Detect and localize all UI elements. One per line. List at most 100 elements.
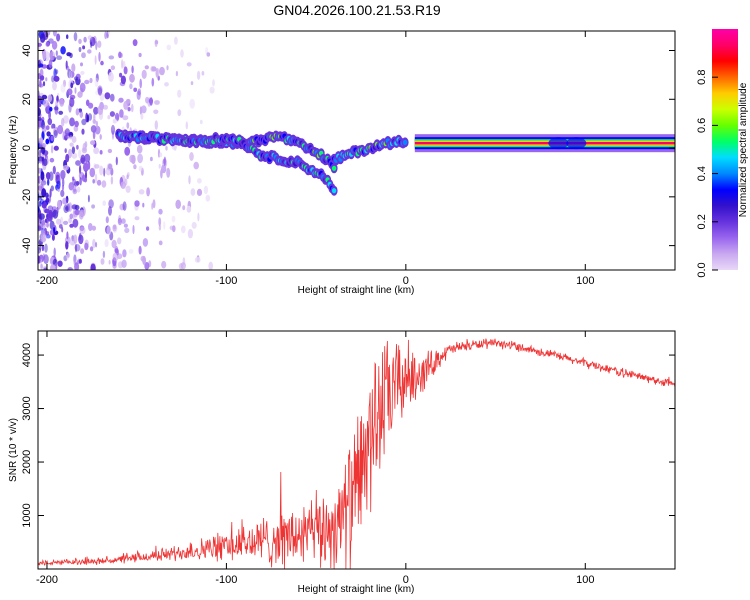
spectrogram-noise-speckle bbox=[180, 49, 184, 58]
spectrogram-noise-speckle bbox=[133, 87, 138, 93]
spectrogram-noise-speckle bbox=[82, 45, 86, 50]
spectrogram-noise-speckle bbox=[53, 75, 60, 82]
snr-y-tick-label: 1000 bbox=[21, 503, 33, 527]
spectrogram-noise-speckle bbox=[78, 211, 84, 220]
spectrogram-noise-speckle bbox=[191, 221, 197, 229]
spectrogram-noise-speckle bbox=[42, 50, 47, 61]
spectrogram-noise-speckle bbox=[75, 108, 80, 116]
spectrogram-noise-speckle bbox=[44, 192, 49, 198]
spectrogram-noise-speckle bbox=[127, 107, 131, 112]
spectrogram-noise-speckle bbox=[158, 224, 162, 231]
spectrogram-noise-speckle bbox=[62, 197, 68, 205]
spectrogram-y-tick-label: 20 bbox=[21, 93, 33, 105]
spectrogram-y-tick-label: 0 bbox=[21, 145, 33, 151]
spectrogram-noise-speckle bbox=[58, 224, 63, 229]
spectrogram-noise-speckle bbox=[119, 109, 124, 118]
spectrogram-noise-speckle bbox=[41, 244, 45, 252]
spectrogram-noise-speckle bbox=[107, 115, 111, 120]
spectrogram-noise-speckle bbox=[185, 121, 188, 130]
spectrogram-noise-speckle bbox=[72, 188, 78, 195]
spectrogram-noise-speckle bbox=[42, 81, 46, 87]
spectrogram-noise-speckle bbox=[71, 146, 76, 154]
snr-x-axis: -200 -100 0 100 bbox=[36, 331, 594, 586]
spectrogram-noise-speckle bbox=[115, 156, 118, 166]
spectrogram-noise-speckle bbox=[57, 260, 63, 267]
spectrogram-noise-speckle bbox=[66, 252, 70, 258]
spectrogram-noise-speckle bbox=[78, 46, 82, 53]
spectrogram-noise-speckle bbox=[38, 175, 41, 184]
spectrogram-noise-speckle bbox=[69, 237, 72, 245]
spectrogram-noise-speckle bbox=[139, 106, 143, 116]
spectrogram-noise-speckle bbox=[142, 202, 145, 208]
spectrogram-noise-speckle bbox=[201, 71, 205, 76]
spectrogram-noise-speckle bbox=[141, 69, 147, 79]
colorbar: 0.0 0.2 0.4 0.6 0.8 Normalized spectral ampl… bbox=[696, 29, 749, 278]
snr-y-tick-label: 3000 bbox=[21, 396, 33, 420]
spectrogram-noise-speckle bbox=[50, 185, 54, 192]
spectrogram-noise-speckle bbox=[108, 260, 111, 265]
spectrogram-noise-speckle bbox=[186, 205, 192, 213]
spectrogram-noise-speckle bbox=[177, 89, 182, 98]
spectrogram-noise-speckle bbox=[123, 66, 128, 75]
spectrogram-noise-speckle bbox=[193, 161, 199, 170]
spectrogram-noise-speckle bbox=[55, 262, 58, 270]
spectrogram-noise-speckle bbox=[38, 59, 41, 69]
spectrogram-noise-speckle bbox=[187, 228, 193, 239]
snr-y-tick-label: 2000 bbox=[21, 450, 33, 474]
spectrogram-noise-speckle bbox=[114, 112, 120, 121]
spectrogram-noise-speckle bbox=[53, 226, 56, 233]
spectrogram-noise-speckle bbox=[40, 33, 46, 43]
snr-y-label: SNR (10 * v/v) bbox=[8, 418, 19, 482]
colorbar-tick-label: 0.8 bbox=[696, 70, 708, 85]
spectrogram-noise-speckle bbox=[152, 199, 156, 209]
spectrogram-noise-speckle bbox=[89, 77, 93, 84]
spectrogram-noise-speckle bbox=[105, 216, 109, 224]
spectrogram-noise-speckle bbox=[153, 109, 159, 115]
spectrogram-noise-speckle bbox=[38, 200, 42, 207]
spectrogram-noise-speckle bbox=[154, 39, 158, 47]
spectrogram-noise-speckle bbox=[104, 92, 111, 100]
spectrogram-noise-speckle bbox=[75, 160, 81, 166]
spectrogram-noise-speckle bbox=[163, 158, 166, 165]
spectrogram-noise-speckle bbox=[74, 76, 79, 81]
spectrogram-noise-speckle bbox=[94, 173, 98, 184]
spectrogram-noise-speckle bbox=[45, 41, 50, 47]
spectrogram-noise-speckle bbox=[107, 31, 110, 35]
snr-panel: -200 -100 0 100 1000 2000 3000 4000 Height of … bbox=[8, 330, 676, 595]
spectrogram-noise-speckle bbox=[87, 194, 90, 203]
spectrogram-noise-speckle bbox=[74, 244, 81, 252]
spectrogram-noise-speckle bbox=[108, 206, 112, 216]
spectrogram-noise-speckle bbox=[68, 217, 72, 224]
spectrogram-noise-speckle bbox=[83, 36, 87, 43]
spectrogram-noise-speckle bbox=[76, 144, 79, 150]
spectrogram-noise-speckle bbox=[122, 115, 129, 121]
spectrogram-noise-speckle bbox=[41, 120, 45, 130]
spectrogram-noise-speckle bbox=[45, 172, 51, 180]
spectrogram-noise-speckle bbox=[60, 216, 64, 226]
spectrogram-noise-speckle bbox=[165, 145, 168, 151]
spectrogram-noise-speckle bbox=[164, 82, 169, 87]
spectrogram-noise-speckle bbox=[144, 65, 149, 70]
snr-x-tick-label: -100 bbox=[215, 574, 237, 586]
spectrogram-noise-speckle bbox=[51, 234, 55, 241]
spectrogram-noise-speckle bbox=[206, 52, 211, 57]
spectrogram-noise-speckle bbox=[84, 242, 89, 251]
spectrogram-noise-speckle bbox=[69, 117, 75, 127]
spectrogram-noise-speckle bbox=[51, 206, 57, 211]
spectrogram-noise-speckle bbox=[188, 175, 191, 185]
spectrogram-noise-speckle bbox=[186, 62, 192, 67]
spectrogram-noise-speckle bbox=[70, 82, 74, 89]
spectrogram-noise-speckle bbox=[104, 239, 109, 248]
spectrogram-noise-speckle bbox=[83, 162, 89, 173]
spectrogram-noise-speckle bbox=[76, 186, 81, 193]
spectrogram-noise-speckle bbox=[42, 158, 48, 167]
spectrogram-noise-speckle bbox=[71, 152, 78, 159]
spectrogram-noise-speckle bbox=[44, 218, 48, 223]
spectrogram-noise-speckle bbox=[194, 257, 201, 263]
spectrogram-noise-speckle bbox=[47, 31, 51, 36]
spectrogram-noise-speckle bbox=[46, 221, 49, 228]
spectrogram-noise-speckle bbox=[106, 225, 112, 236]
spectrogram-noise-speckle bbox=[138, 245, 142, 255]
spectrogram-noise-speckle bbox=[203, 185, 209, 195]
spectrogram-noise-speckle bbox=[158, 217, 162, 227]
